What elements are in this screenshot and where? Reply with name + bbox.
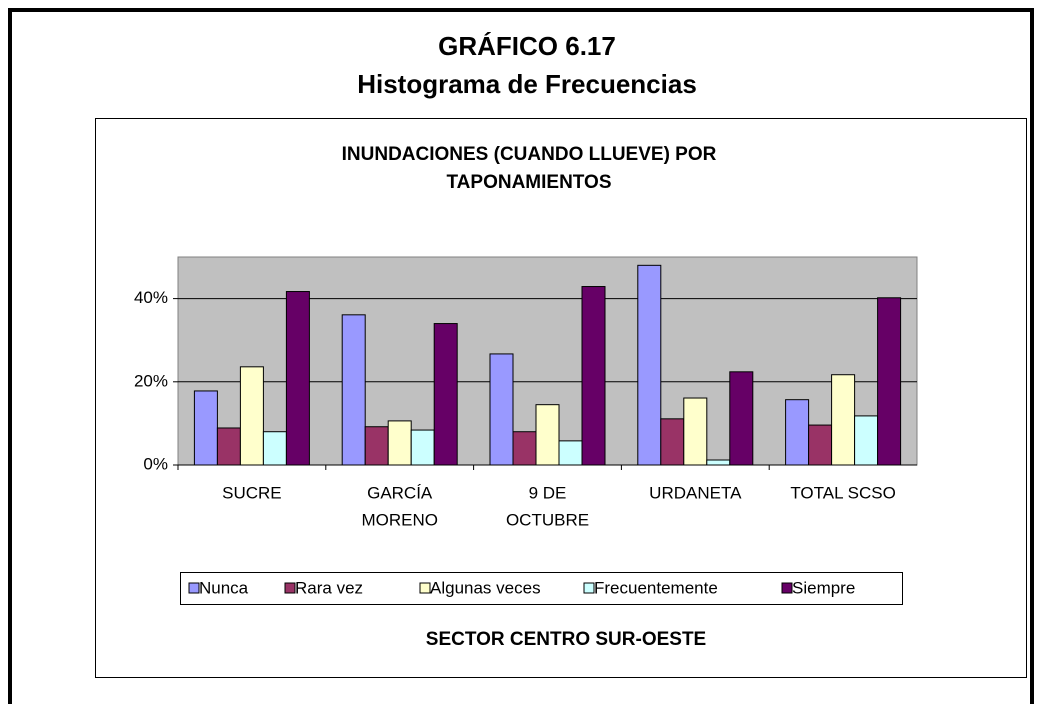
bar xyxy=(285,291,310,466)
bar xyxy=(239,366,264,466)
bar xyxy=(831,374,856,466)
header-line: Histograma de Frecuencias xyxy=(357,69,697,99)
bar xyxy=(512,431,537,466)
legend-label: Rara vez xyxy=(295,578,363,597)
header-line: GRÁFICO 6.17 xyxy=(438,31,616,61)
legend-label: Frecuentemente xyxy=(594,578,718,597)
bar xyxy=(364,426,389,466)
legend-swatch xyxy=(188,582,200,594)
legend-swatch xyxy=(284,582,296,594)
bar xyxy=(489,353,514,466)
chart-title: INUNDACIONES (CUANDO LLUEVE) POR xyxy=(342,144,717,165)
chart-title: TAPONAMIENTOS xyxy=(446,172,611,193)
bar xyxy=(433,323,458,466)
x-tick-label: GARCÍA xyxy=(367,483,433,502)
x-tick-label: TOTAL SCSO xyxy=(790,483,896,502)
legend-label: Nunca xyxy=(199,578,249,597)
x-tick-label: SUCRE xyxy=(222,483,282,502)
x-tick-label: 9 DE xyxy=(529,483,567,502)
bar xyxy=(410,429,435,466)
x-tick-label: OCTUBRE xyxy=(506,510,589,529)
bar xyxy=(216,427,241,466)
legend-label: Algunas veces xyxy=(430,578,541,597)
bar xyxy=(854,415,879,466)
bar xyxy=(660,418,685,466)
bar xyxy=(581,286,606,466)
bar xyxy=(387,420,412,466)
x-axis-title: SECTOR CENTRO SUR-OESTE xyxy=(426,629,706,650)
x-tick-label: URDANETA xyxy=(649,483,742,502)
bar xyxy=(785,399,810,466)
bar xyxy=(877,297,902,466)
bar xyxy=(637,264,662,466)
bar xyxy=(558,440,583,466)
bar xyxy=(341,314,366,466)
y-tick-label: 0% xyxy=(143,454,168,473)
bar xyxy=(683,397,708,466)
bar xyxy=(729,371,754,466)
bar xyxy=(808,424,833,466)
bar xyxy=(262,431,287,466)
legend-swatch xyxy=(419,582,431,594)
outer-border xyxy=(8,8,1034,704)
y-tick-label: 40% xyxy=(134,288,168,307)
bar xyxy=(193,390,218,466)
x-tick-label: MORENO xyxy=(361,510,438,529)
legend-swatch xyxy=(583,582,595,594)
legend-label: Siempre xyxy=(792,578,855,597)
y-tick-label: 20% xyxy=(134,371,168,390)
bar xyxy=(535,404,560,466)
bar xyxy=(706,459,731,466)
legend-swatch xyxy=(781,582,793,594)
